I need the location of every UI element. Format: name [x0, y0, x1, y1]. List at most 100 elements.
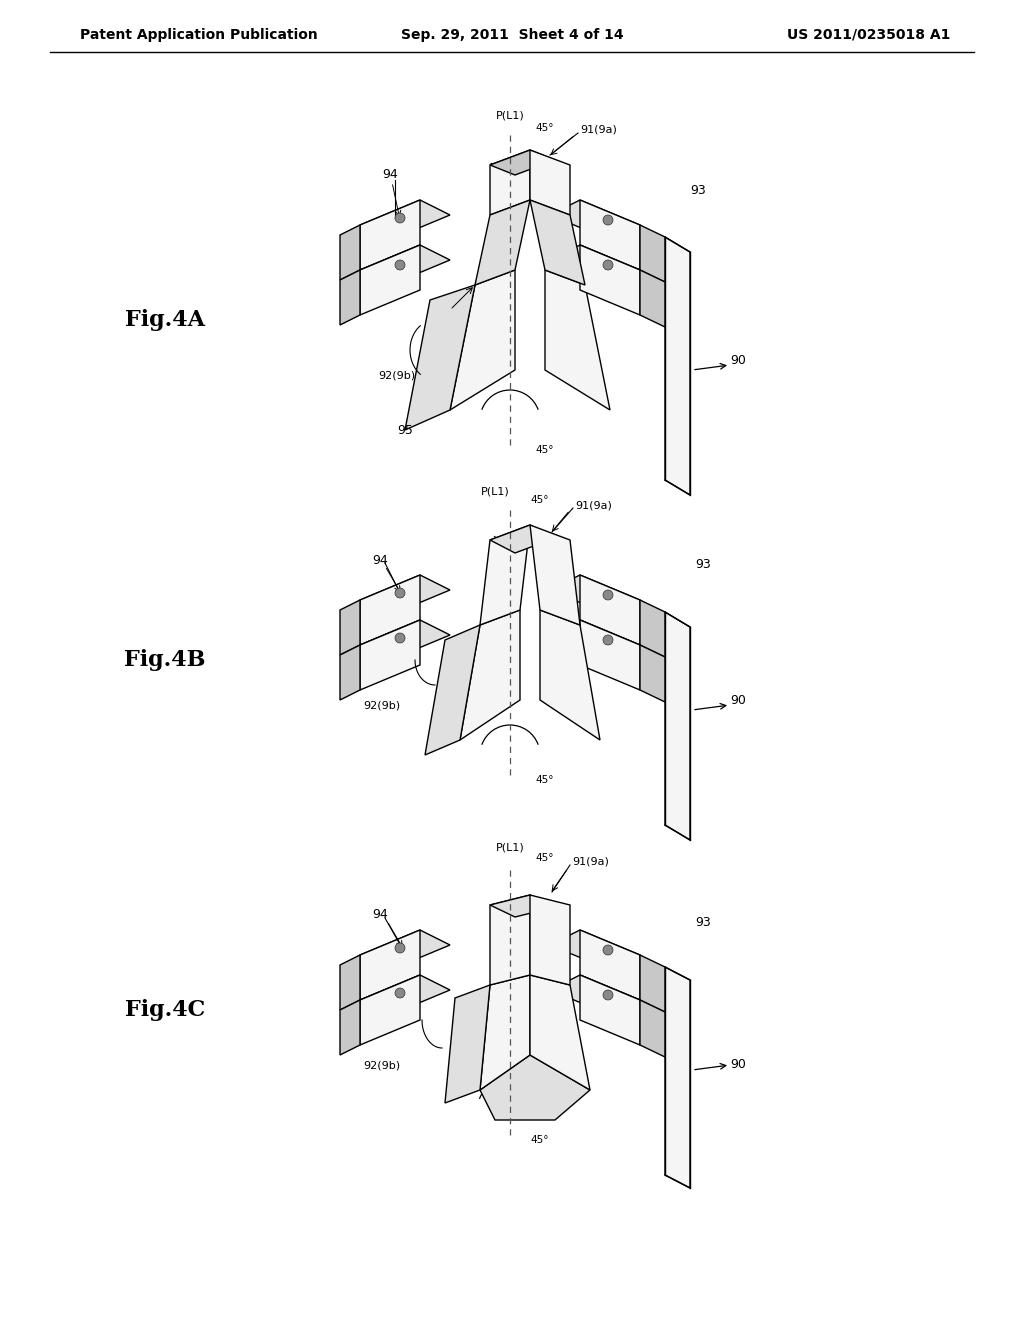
- Polygon shape: [580, 975, 640, 1045]
- Text: 91(9a): 91(9a): [572, 857, 609, 867]
- Text: 91(9a): 91(9a): [575, 500, 612, 510]
- Polygon shape: [490, 150, 555, 176]
- Polygon shape: [640, 645, 665, 702]
- Polygon shape: [360, 975, 420, 1045]
- Text: Sep. 29, 2011  Sheet 4 of 14: Sep. 29, 2011 Sheet 4 of 14: [400, 28, 624, 42]
- Polygon shape: [580, 576, 640, 645]
- Text: 45°: 45°: [535, 123, 554, 133]
- Text: 94: 94: [372, 553, 388, 566]
- Text: 93: 93: [695, 916, 711, 928]
- Circle shape: [395, 634, 406, 643]
- Polygon shape: [665, 968, 690, 1188]
- Text: 94: 94: [372, 908, 388, 921]
- Polygon shape: [490, 150, 530, 215]
- Polygon shape: [545, 271, 610, 411]
- Polygon shape: [550, 975, 640, 1015]
- Polygon shape: [360, 201, 420, 271]
- Polygon shape: [340, 224, 360, 280]
- Polygon shape: [340, 271, 360, 325]
- Polygon shape: [550, 246, 640, 285]
- Text: 93: 93: [695, 558, 711, 572]
- Polygon shape: [340, 1001, 360, 1055]
- Text: P(L1): P(L1): [496, 843, 524, 853]
- Circle shape: [603, 635, 613, 645]
- Polygon shape: [640, 224, 665, 282]
- Text: 94: 94: [382, 169, 398, 181]
- Polygon shape: [360, 620, 420, 690]
- Text: 90: 90: [730, 693, 745, 706]
- Polygon shape: [360, 620, 450, 660]
- Polygon shape: [640, 1001, 665, 1057]
- Polygon shape: [530, 895, 570, 985]
- Polygon shape: [530, 975, 590, 1090]
- Polygon shape: [340, 954, 360, 1010]
- Polygon shape: [550, 576, 640, 615]
- Text: 45°: 45°: [535, 775, 554, 785]
- Text: 92(9b): 92(9b): [362, 1060, 400, 1071]
- Text: Patent Application Publication: Patent Application Publication: [80, 28, 317, 42]
- Text: 92(9b): 92(9b): [378, 370, 415, 380]
- Polygon shape: [550, 201, 640, 240]
- Polygon shape: [360, 246, 420, 315]
- Text: US 2011/0235018 A1: US 2011/0235018 A1: [786, 28, 950, 42]
- Text: 92(9b): 92(9b): [362, 700, 400, 710]
- Text: 45°: 45°: [535, 853, 554, 863]
- Polygon shape: [340, 645, 360, 700]
- Polygon shape: [580, 246, 640, 315]
- Polygon shape: [360, 975, 450, 1015]
- Text: Fig.4A: Fig.4A: [125, 309, 205, 331]
- Text: 95: 95: [397, 424, 413, 437]
- Polygon shape: [640, 601, 665, 657]
- Text: 45°: 45°: [530, 1135, 549, 1144]
- Polygon shape: [480, 975, 530, 1090]
- Polygon shape: [360, 931, 420, 1001]
- Circle shape: [603, 260, 613, 271]
- Polygon shape: [580, 201, 640, 271]
- Text: Fig.4B: Fig.4B: [124, 649, 206, 671]
- Text: P(L1): P(L1): [496, 110, 524, 120]
- Polygon shape: [450, 271, 515, 411]
- Polygon shape: [360, 576, 420, 645]
- Circle shape: [603, 945, 613, 954]
- Text: P(L1): P(L1): [480, 487, 509, 498]
- Circle shape: [395, 987, 406, 998]
- Polygon shape: [460, 610, 520, 741]
- Polygon shape: [360, 201, 450, 240]
- Polygon shape: [445, 985, 490, 1104]
- Polygon shape: [360, 246, 450, 285]
- Circle shape: [395, 213, 406, 223]
- Polygon shape: [490, 525, 555, 553]
- Polygon shape: [530, 525, 580, 624]
- Text: 45°: 45°: [530, 495, 549, 506]
- Circle shape: [395, 942, 406, 953]
- Polygon shape: [360, 576, 450, 615]
- Polygon shape: [665, 612, 690, 840]
- Polygon shape: [550, 931, 640, 970]
- Polygon shape: [425, 624, 480, 755]
- Polygon shape: [580, 620, 640, 690]
- Circle shape: [603, 590, 613, 601]
- Polygon shape: [406, 285, 475, 430]
- Polygon shape: [480, 525, 530, 624]
- Circle shape: [603, 990, 613, 1001]
- Polygon shape: [490, 895, 555, 917]
- Polygon shape: [580, 931, 640, 1001]
- Polygon shape: [475, 201, 530, 285]
- Text: Fig.4C: Fig.4C: [125, 999, 205, 1020]
- Text: 90: 90: [730, 354, 745, 367]
- Circle shape: [603, 215, 613, 224]
- Polygon shape: [530, 150, 570, 215]
- Text: 45°: 45°: [535, 445, 554, 455]
- Text: 93: 93: [690, 183, 706, 197]
- Polygon shape: [340, 601, 360, 655]
- Polygon shape: [640, 271, 665, 327]
- Polygon shape: [640, 954, 665, 1012]
- Text: 91(9a): 91(9a): [580, 125, 616, 135]
- Polygon shape: [540, 610, 600, 741]
- Circle shape: [395, 260, 406, 271]
- Polygon shape: [490, 895, 530, 985]
- Polygon shape: [480, 1055, 590, 1119]
- Polygon shape: [360, 931, 450, 970]
- Circle shape: [395, 587, 406, 598]
- Polygon shape: [550, 620, 640, 660]
